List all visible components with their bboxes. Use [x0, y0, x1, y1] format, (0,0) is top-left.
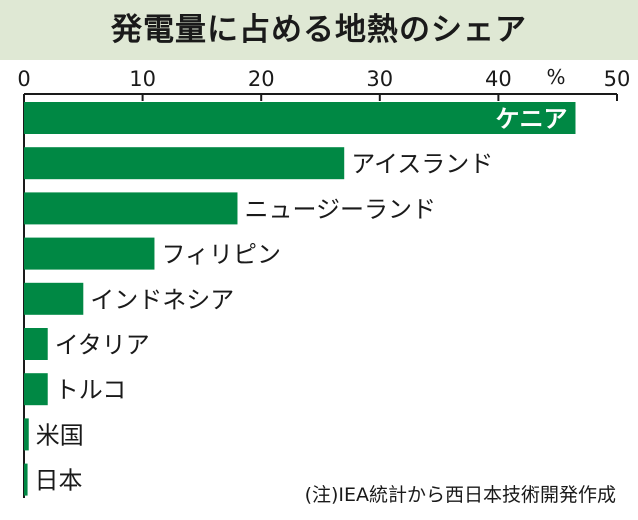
- bar: [24, 373, 48, 406]
- bar: [24, 418, 29, 451]
- category-label: イタリア: [55, 331, 150, 359]
- category-label: ニュージーランド: [244, 195, 436, 223]
- category-label: 日本: [35, 467, 83, 495]
- x-tick-label: 40: [485, 67, 512, 91]
- bar: [24, 282, 84, 315]
- unit-label: %: [546, 65, 565, 89]
- x-tick-label: 20: [248, 67, 275, 91]
- category-label: 米国: [36, 421, 84, 449]
- category-label: トルコ: [55, 376, 127, 404]
- x-tick-label: 10: [129, 67, 156, 91]
- bar: [24, 147, 345, 180]
- x-ticks: 0 10 20 30 40 50: [17, 67, 630, 101]
- x-tick-label: 0: [17, 67, 30, 91]
- bar: [24, 192, 238, 225]
- category-label: アイスランド: [351, 150, 493, 178]
- category-label: フィリピン: [161, 241, 281, 269]
- source-note: (注)IEA統計から西日本技術開発作成: [304, 484, 616, 506]
- category-label: ケニア: [495, 105, 567, 133]
- bars: [24, 102, 576, 496]
- category-label: インドネシア: [90, 286, 234, 314]
- bar: [24, 328, 48, 360]
- x-tick-label: 30: [366, 67, 393, 91]
- bar: [24, 463, 28, 496]
- bar: [24, 237, 155, 270]
- chart-title: 発電量に占める地熱のシェア: [111, 12, 527, 48]
- title-band: [0, 0, 638, 60]
- x-tick-label: 50: [604, 67, 631, 91]
- bar: [24, 102, 576, 134]
